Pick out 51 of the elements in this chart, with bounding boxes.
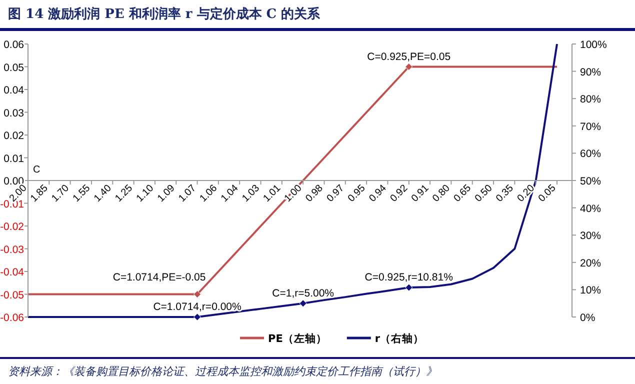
x-tick-label: 0.97 [324, 182, 347, 204]
chart-title: 图 14 激励利润 PE 和利润率 r 与定价成本 C 的关系 [8, 6, 322, 22]
y2-tick-label: 90% [580, 66, 602, 78]
y2-tick-label: 30% [580, 230, 602, 242]
text: 资料来源：《装备购置目标价格论证、过程成本监控和激励约束定价工作指南（试行）》 [8, 365, 437, 378]
y-tick-label: -0.04 [0, 266, 24, 278]
x-tick-label: 0.94 [367, 182, 390, 204]
y2-tick-label: 70% [580, 120, 602, 133]
x-tick-label: 0.91 [410, 182, 432, 204]
x-tick-label: 1.03 [240, 182, 262, 204]
x-tick-label: 0.35 [494, 182, 516, 204]
x-tick-label: 0.95 [346, 182, 368, 204]
annotation: C=0.925,PE=0.05 [367, 50, 451, 63]
x-tick-label: 1.70 [50, 182, 72, 204]
y-tick-label: 0.06 [4, 39, 24, 51]
y-tick-label: 0.01 [4, 152, 24, 165]
point [299, 300, 307, 308]
y2-tick-label: 100% [580, 39, 607, 51]
y-tick-label: -0.03 [0, 244, 24, 256]
x-tick-label: 0.65 [452, 182, 474, 204]
y-tick-label: 0.04 [4, 84, 24, 96]
y2-tick-label: 80% [580, 94, 602, 106]
x-tick-label: 0.50 [473, 182, 495, 204]
legend-label: PE（左轴） [268, 332, 327, 345]
y2-tick-label: 50% [580, 176, 602, 188]
y-tick-label: -0.02 [0, 221, 24, 233]
x-tick-label: 1.09 [156, 182, 178, 204]
annotation: C=0.925,r=10.81% [364, 272, 453, 284]
x-axis-title: C [33, 164, 40, 176]
point [194, 313, 202, 321]
x-tick-label: 0.80 [430, 182, 453, 204]
y-tick-label: -0.05 [0, 289, 24, 302]
y-tick-label: 0.02 [4, 130, 24, 142]
x-tick-label: 0.05 [536, 182, 558, 204]
y2-tick-label: 40% [580, 202, 602, 215]
y2-tick-label: 20% [580, 257, 602, 270]
x-tick-label: 1.01 [261, 182, 284, 204]
legend-label: r（右轴） [374, 332, 424, 345]
point [405, 284, 413, 292]
y-tick-label: 0.03 [4, 107, 24, 120]
annotation: C=1.0714,r=0.00% [153, 301, 242, 313]
y-tick-label: -0.06 [0, 312, 24, 324]
x-tick-label: 0.20 [515, 182, 538, 204]
x-tick-label: 0.92 [388, 182, 410, 204]
y-tick-label: 0.05 [4, 62, 24, 74]
y2-tick-label: 60% [580, 148, 602, 160]
y2-tick-label: 10% [580, 284, 602, 297]
annotation: C=1.0714,PE=-0.05 [112, 271, 206, 284]
y2-tick-label: 0% [580, 312, 596, 324]
annotation: C=1,r=5.00% [272, 287, 334, 300]
x-tick-label: 0.98 [304, 182, 326, 204]
